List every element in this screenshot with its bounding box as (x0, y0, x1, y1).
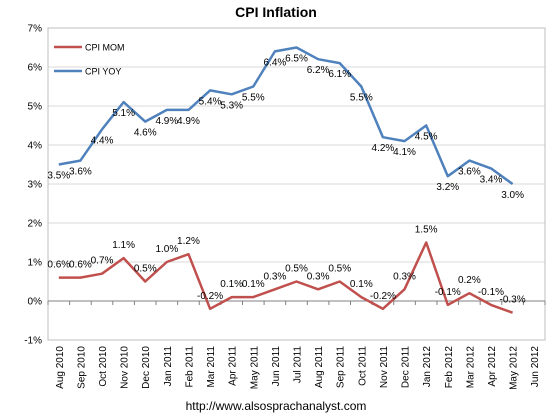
data-label: 5.5% (242, 93, 265, 104)
data-label: 0.3% (263, 271, 286, 282)
data-label: 5.5% (350, 93, 373, 104)
x-tick-label: Dec 2011 (401, 346, 412, 389)
x-tick-label: Feb 2011 (184, 346, 195, 388)
series-line (58, 241, 514, 314)
data-label: 0.5% (134, 264, 157, 275)
data-label: 1.1% (112, 240, 135, 251)
data-label: 0.1% (220, 279, 243, 290)
data-label: -0.1% (435, 287, 461, 298)
data-label: 4.5% (415, 132, 438, 143)
data-label: 1.0% (155, 244, 178, 255)
data-label: 0.7% (91, 256, 114, 267)
y-tick-label: 2% (28, 219, 43, 230)
x-tick-label: Oct 2010 (98, 346, 109, 387)
x-tick-label: Jun 2012 (530, 346, 541, 388)
legend-label: CPI YOY (85, 67, 121, 77)
legend-label: CPI MOM (85, 43, 125, 53)
data-label: 4.1% (393, 147, 416, 158)
data-label: 4.4% (91, 135, 114, 146)
data-label: 5.4% (199, 96, 222, 107)
data-label: 3.5% (47, 171, 70, 182)
y-tick-label: 5% (28, 102, 43, 113)
data-label: 0.5% (285, 264, 308, 275)
plot-border (47, 27, 546, 341)
y-tick-label: 4% (28, 141, 43, 152)
x-tick-label: Aug 2011 (314, 346, 325, 389)
x-tick-label: Sep 2011 (336, 346, 347, 389)
data-label: 0.5% (328, 264, 351, 275)
data-label: 4.6% (134, 128, 157, 139)
data-label: 0.2% (458, 275, 481, 286)
x-tick-label: Nov 2010 (120, 346, 131, 389)
data-label: 0.6% (69, 260, 92, 271)
chart-title: CPI Inflation (235, 4, 317, 20)
x-tick-label: Apr 2012 (487, 346, 498, 387)
series-line (58, 46, 514, 186)
x-tick-label: Mar 2011 (206, 346, 217, 388)
data-label: 3.6% (458, 167, 481, 178)
x-tick-label: Aug 2010 (55, 346, 66, 389)
x-tick-label: May 2011 (249, 346, 260, 390)
data-label: 1.2% (177, 236, 200, 247)
data-label: 5.3% (220, 100, 243, 111)
x-tick-label: Jul 2011 (293, 346, 304, 384)
data-label: 5.1% (112, 108, 135, 119)
x-tick-label: Jun 2011 (271, 346, 282, 387)
data-label: 0.1% (242, 279, 265, 290)
x-tick-label: May 2012 (509, 346, 520, 390)
x-tick-label: Jan 2012 (422, 346, 433, 388)
data-label: 6.5% (285, 54, 308, 65)
data-label: -0.2% (197, 291, 223, 302)
data-label: -0.2% (370, 291, 396, 302)
data-label: -0.1% (478, 287, 504, 298)
data-label: 4.2% (372, 143, 395, 154)
y-tick-label: 1% (28, 258, 43, 269)
data-label: 6.1% (328, 69, 351, 80)
data-label: 3.4% (480, 174, 503, 185)
y-tick-label: 3% (28, 180, 43, 191)
source-url: http://www.alsosprachanalyst.com (185, 399, 367, 413)
data-label: 0.6% (47, 260, 70, 271)
x-tick-label: Feb 2012 (444, 346, 455, 389)
data-label: 1.5% (415, 225, 438, 236)
data-label: 4.9% (177, 116, 200, 127)
data-label: 3.0% (501, 190, 524, 201)
y-tick-label: -1% (24, 336, 42, 347)
data-label: 3.6% (69, 167, 92, 178)
y-tick-label: 0% (28, 297, 43, 308)
data-label: 3.2% (436, 182, 459, 193)
x-tick-label: Mar 2012 (465, 346, 476, 389)
x-tick-label: Oct 2011 (357, 346, 368, 386)
data-label: 0.1% (350, 279, 373, 290)
y-tick-label: 6% (28, 63, 43, 74)
data-label: 4.9% (155, 116, 178, 127)
x-tick-label: Apr 2011 (228, 346, 239, 386)
data-label: -0.3% (500, 295, 526, 306)
data-label: 0.3% (393, 271, 416, 282)
x-tick-label: Nov 2011 (379, 346, 390, 389)
data-label: 0.3% (307, 271, 330, 282)
x-tick-label: Jan 2011 (163, 346, 174, 387)
x-tick-label: Dec 2010 (141, 346, 152, 389)
data-label: 6.4% (263, 57, 286, 68)
y-tick-label: 7% (28, 24, 43, 35)
x-tick-label: Sep 2010 (76, 346, 87, 389)
data-label: 6.2% (307, 65, 330, 76)
